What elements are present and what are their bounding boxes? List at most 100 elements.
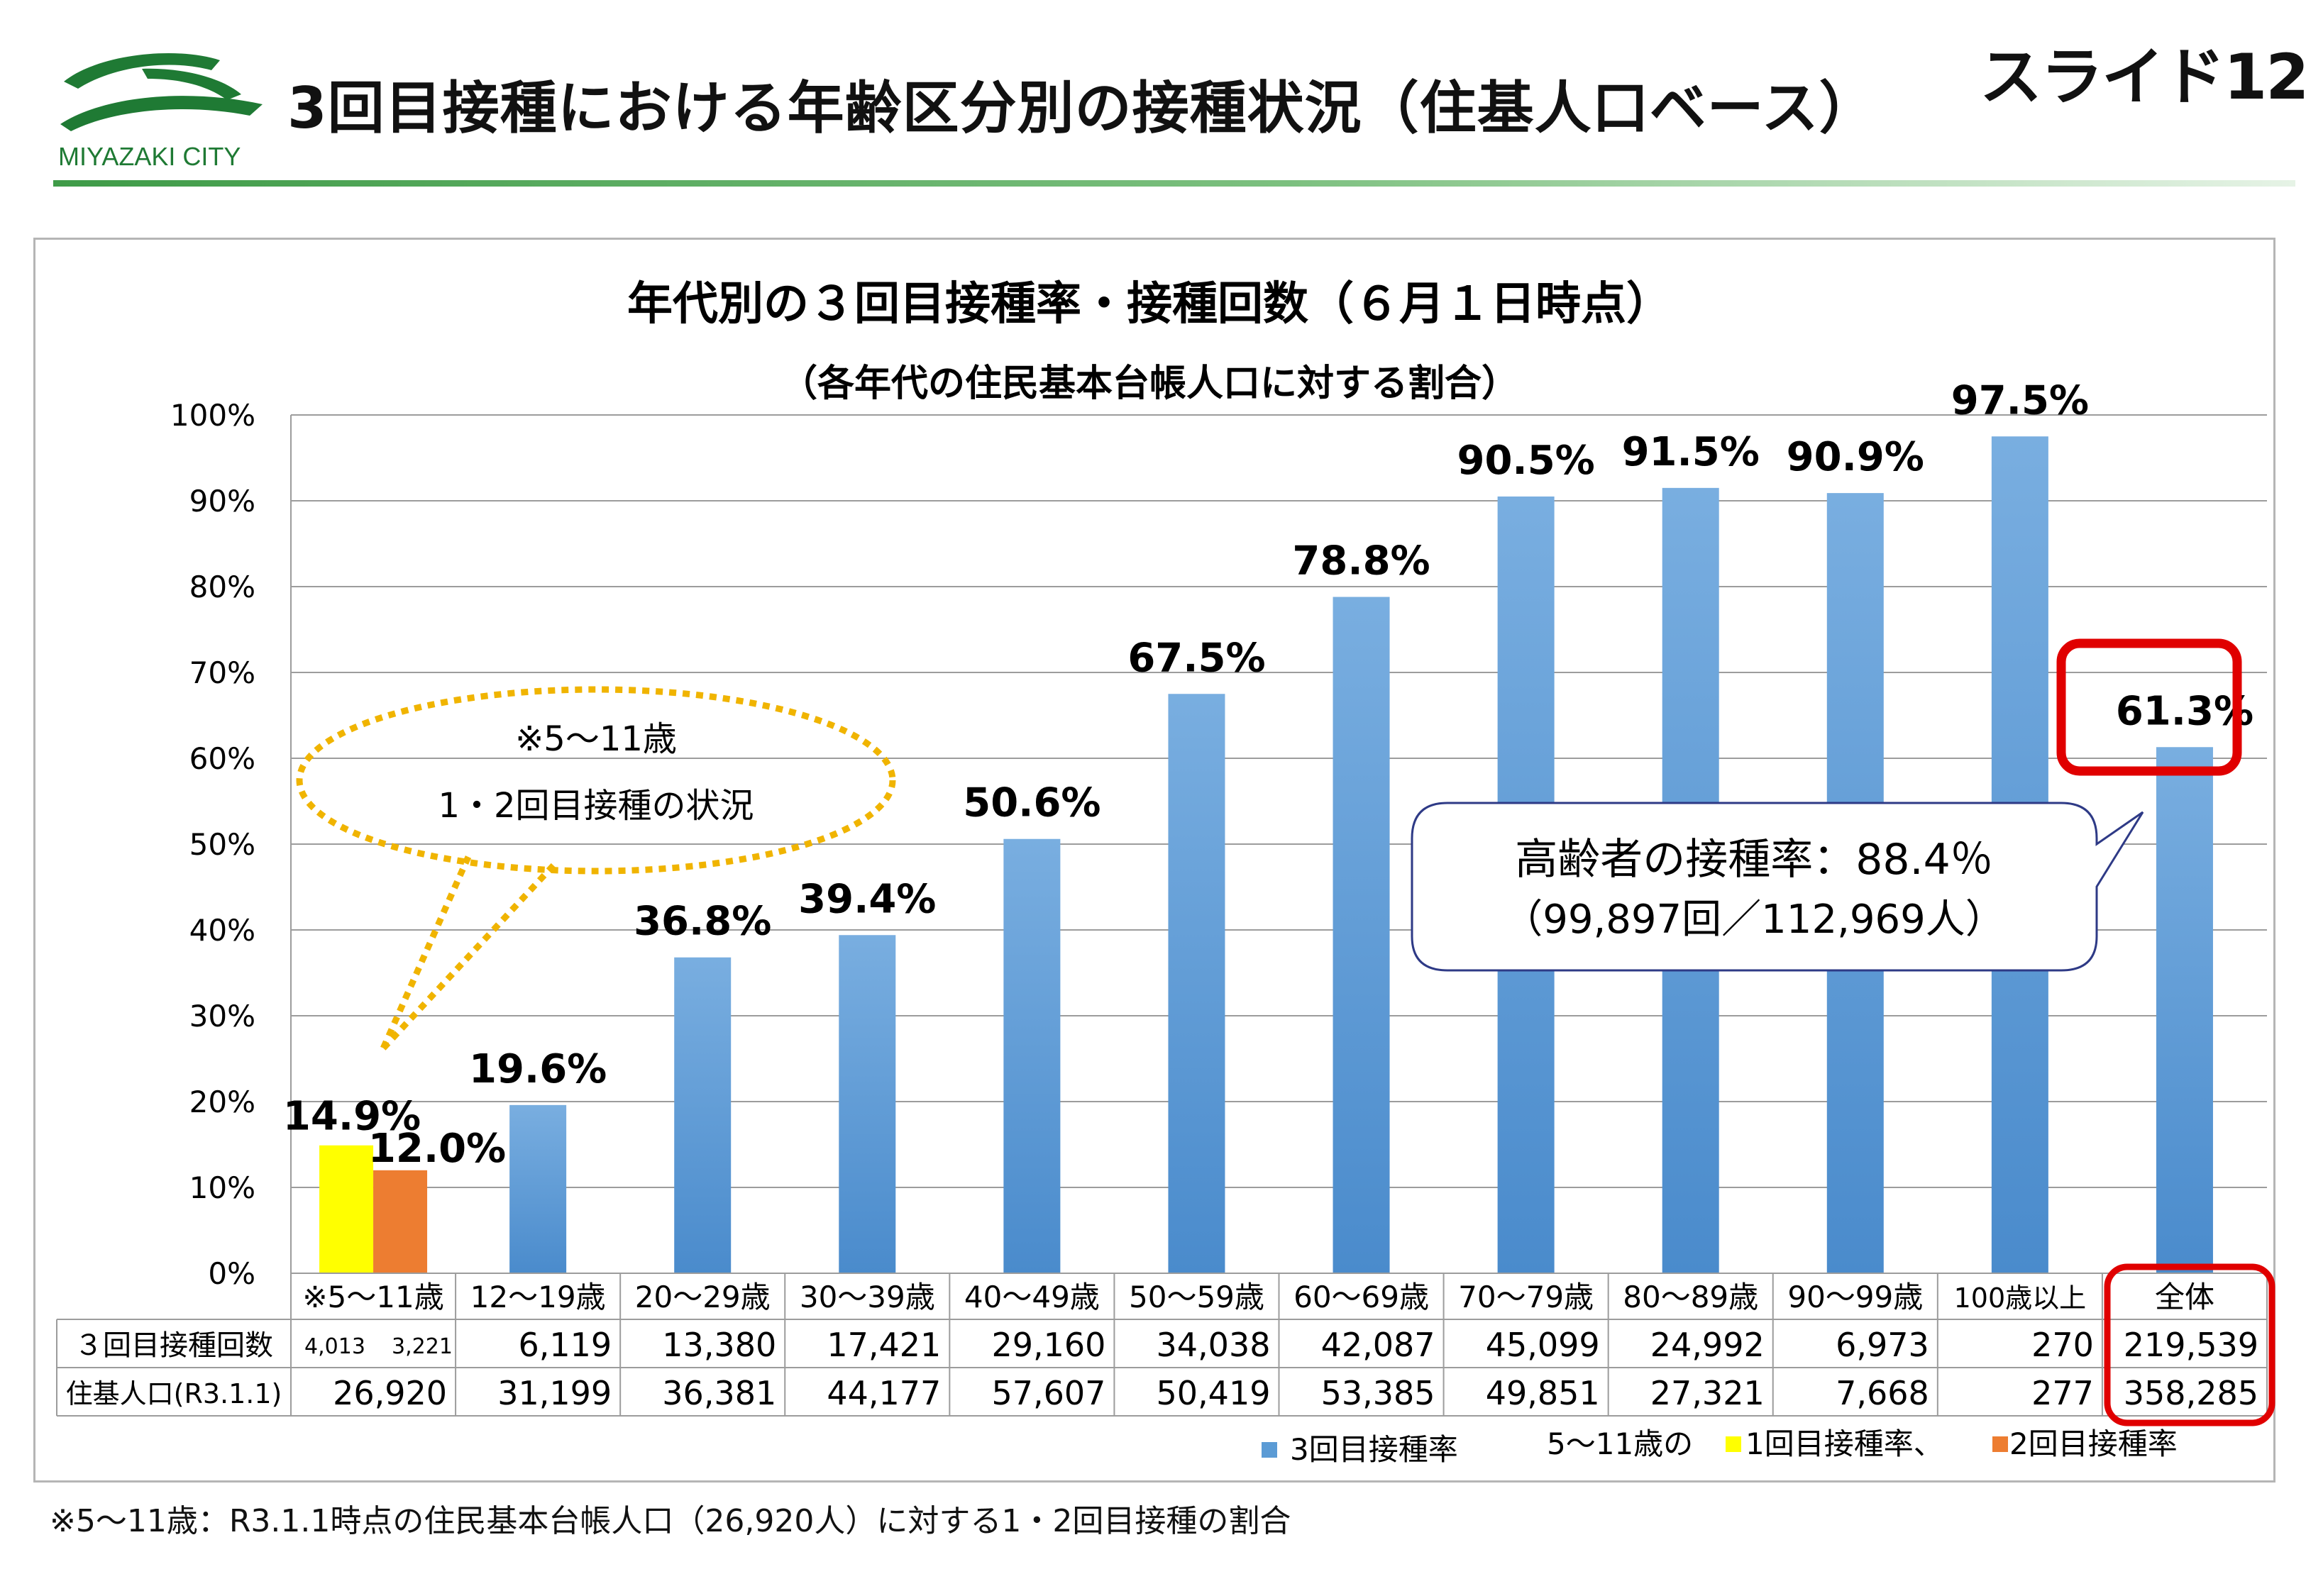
y-tick-label: 20% [189,1085,255,1119]
bar-dose3 [1333,597,1390,1273]
kids-callout-line2: 1・2回目接種の状況 [438,786,754,826]
y-tick-label: 70% [189,655,255,690]
data-label: 97.5% [1951,377,2089,423]
legend-swatch-dose2 [1992,1436,2008,1452]
total-column-highlight [2104,1263,2275,1426]
chart-subtitle: （各年代の住民基本台帳人口に対する割合） [780,362,1518,405]
table-cell-doses: 24,992 [1650,1326,1765,1364]
x-category-label: 30～39歳 [800,1280,935,1314]
x-category-label: 40～49歳 [964,1280,1100,1314]
y-tick-label: 40% [189,913,255,948]
legend-swatch-dose3 [1262,1442,1277,1458]
footnote: ※5～11歳：R3.1.1時点の住民基本台帳人口（26,920人）に対する1・2… [50,1503,1291,1539]
data-label-dose1-kids: 14.9% [283,1094,421,1140]
table-cell-population: 57,607 [991,1374,1105,1412]
table-cell-doses: 270 [2031,1326,2094,1364]
miyazaki-city-logo: MIYAZAKI CITY [58,53,263,171]
chart-frame [33,238,2275,1483]
table-cell-population: 53,385 [1321,1374,1435,1412]
y-tick-label: 0% [208,1256,255,1291]
table-cell-doses-kids-2: 3,221 [392,1334,453,1359]
table-cell-population: 26,920 [333,1374,447,1412]
data-label: 90.5% [1457,438,1594,484]
y-tick-label: 10% [189,1170,255,1205]
page-title: 3回目接種における年齢区分別の接種状況（住基人口ベース） [287,75,1877,141]
table-cell-population: 31,199 [497,1374,612,1412]
bar-dose3 [674,957,732,1273]
table-cell-doses-kids-1: 4,013 [304,1334,365,1359]
data-label: 61.3% [2116,688,2253,734]
table-row-label-population: 住基人口(R3.1.1) [66,1378,282,1409]
table-cell-population: 27,321 [1650,1374,1765,1412]
table-row-label-doses: ３回目接種回数 [75,1329,273,1362]
table-cell-doses: 45,099 [1486,1326,1600,1364]
y-tick-label: 90% [189,484,255,519]
y-tick-label: 100% [170,398,255,433]
data-label: 91.5% [1622,429,1760,475]
table-cell-doses: 17,421 [827,1326,941,1364]
table-cell-population: 358,285 [2124,1374,2258,1412]
data-label: 36.8% [634,899,771,945]
table-cell-doses: 13,380 [662,1326,776,1364]
table-cell-population: 44,177 [827,1374,941,1412]
table-cell-doses: 6,119 [518,1326,612,1364]
legend-label-dose3: 3回目接種率 [1290,1432,1458,1467]
x-category-label: 90～99歳 [1787,1280,1923,1314]
bar-dose2-kids [373,1170,428,1273]
data-label: 39.4% [798,876,936,922]
elderly-callout-box [1411,802,2144,972]
x-category-label: ※5～11歳 [302,1280,443,1314]
table-cell-population: 36,381 [662,1374,776,1412]
kids-callout-tail [380,855,556,1051]
table-cell-population: 277 [2031,1374,2094,1412]
x-category-label: 80～89歳 [1623,1280,1758,1314]
legend-swatch-dose1 [1726,1436,1741,1452]
x-category-label: 12～19歳 [470,1280,606,1314]
table-cell-population: 49,851 [1486,1374,1600,1412]
table-cell-population: 50,419 [1157,1374,1271,1412]
legend-label-dose1: 1回目接種率、 [1745,1426,1943,1461]
x-category-label: 50～59歳 [1129,1280,1264,1314]
data-label-dose2-kids: 12.0% [368,1126,506,1172]
table-cell-doses: 34,038 [1157,1326,1271,1364]
bar-dose1-kids [319,1145,374,1273]
data-label: 50.6% [963,780,1100,826]
x-category-label: 100歳以上 [1954,1282,2087,1314]
data-label: 78.8% [1292,538,1430,584]
table-cell-doses: 6,973 [1836,1326,1929,1364]
bar-dose3 [2156,747,2213,1273]
data-label: 90.9% [1787,434,1924,480]
table-cell-doses: 42,087 [1321,1326,1435,1364]
bar-dose3 [839,935,896,1273]
legend-label-dose2: 2回目接種率 [2009,1426,2178,1461]
y-tick-label: 50% [189,827,255,862]
y-tick-label: 60% [189,741,255,776]
chart-legend: 3回目接種率 5～11歳の 1回目接種率、 2回目接種率 [1262,1426,2178,1467]
elderly-callout-line1: 高齢者の接種率：88.4％ [1515,835,1993,885]
x-category-label: 70～79歳 [1458,1280,1594,1314]
data-label: 67.5% [1127,635,1265,681]
x-category-label: 20～29歳 [635,1280,771,1314]
bar-dose3 [509,1104,567,1273]
total-rate-highlight [2056,638,2242,776]
header-divider [53,180,2295,187]
table-cell-population: 7,668 [1836,1374,1929,1412]
x-category-label: 全体 [2155,1280,2214,1314]
y-tick-label: 30% [189,999,255,1033]
legend-prefix: 5～11歳の [1547,1426,1693,1461]
x-category-label: 60～69歳 [1293,1280,1429,1314]
kids-callout-bubble [296,686,896,875]
table-cell-doses: 219,539 [2124,1326,2258,1364]
data-label: 19.6% [469,1046,607,1092]
kids-callout-line1: ※5～11歳 [515,719,677,759]
elderly-callout-line2: （99,897回／112,969人） [1503,897,2005,943]
logo-text: MIYAZAKI CITY [58,142,241,171]
table-cell-doses: 29,160 [991,1326,1105,1364]
kids-callout: ※5～11歳 1・2回目接種の状況 [296,686,896,1051]
elderly-callout: 高齢者の接種率：88.4％ （99,897回／112,969人） [1411,802,2144,972]
slide-label: スライド12 [1980,40,2306,113]
bar-dose3 [1003,838,1061,1273]
bar-dose3 [1168,694,1225,1273]
y-tick-label: 80% [189,570,255,604]
